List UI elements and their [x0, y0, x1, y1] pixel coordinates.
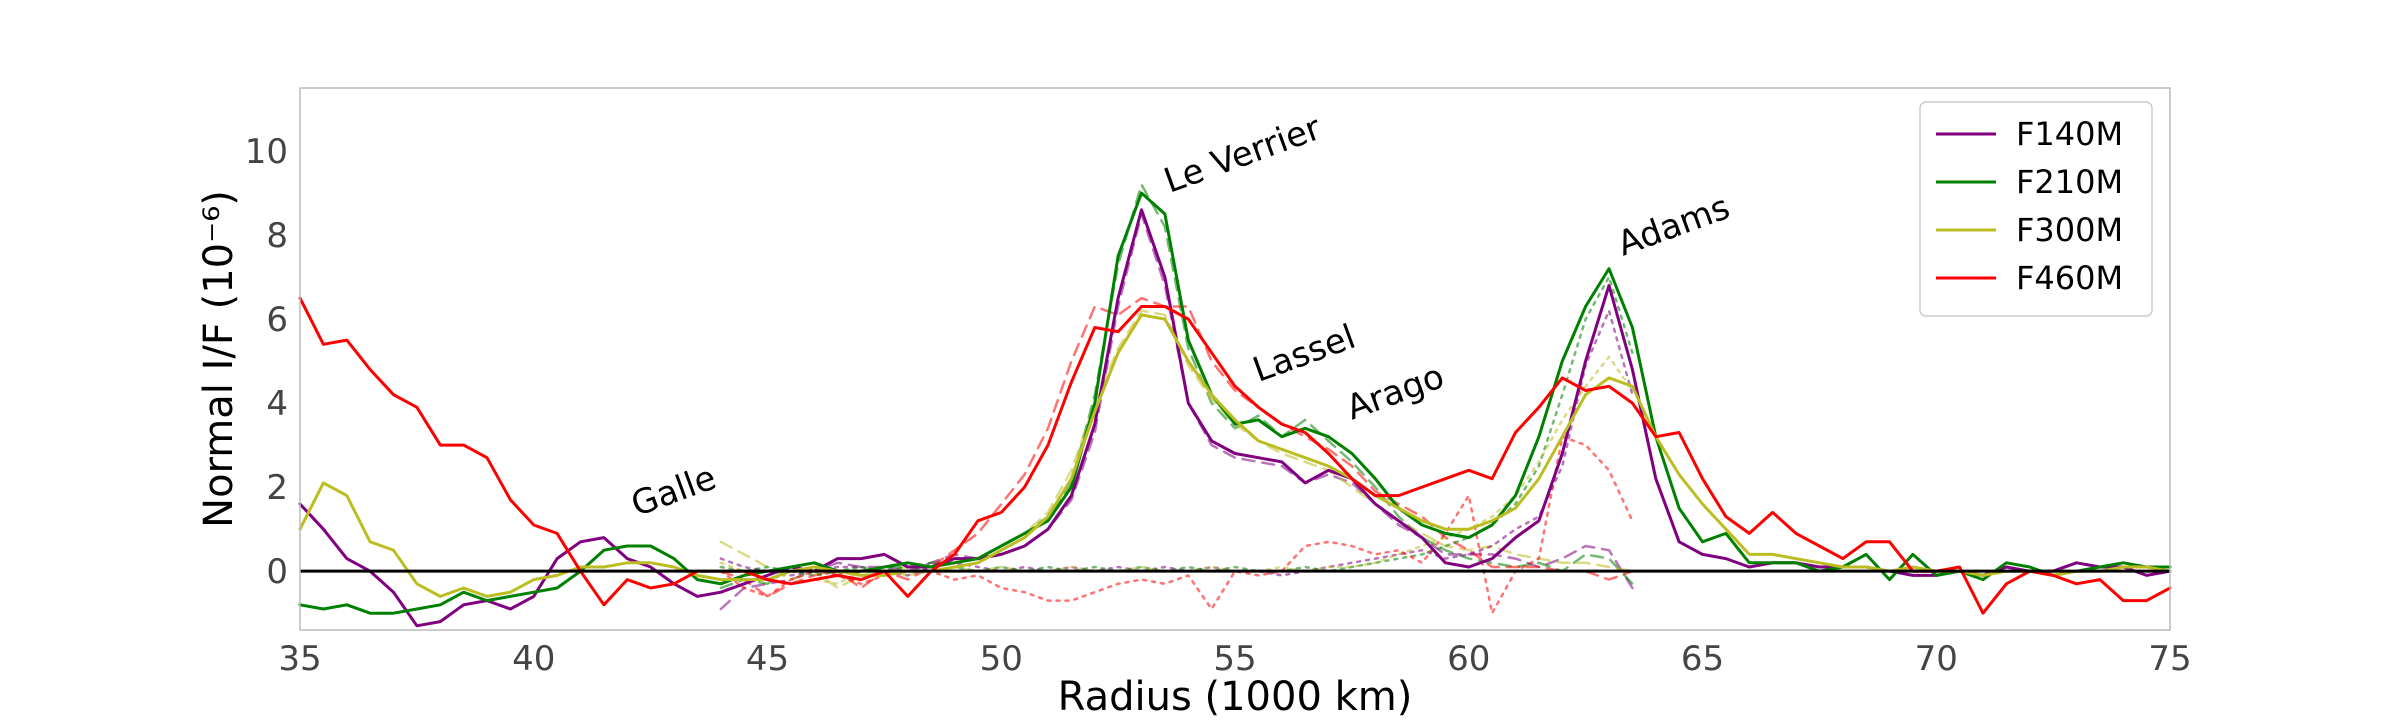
annotation-label: Lassel — [1248, 317, 1361, 391]
y-tick-label: 10 — [245, 132, 288, 172]
x-tick-label: 65 — [1681, 639, 1724, 679]
legend: F140M F210M F300M F460M — [1919, 101, 2153, 317]
series-line-dashed-6 — [719, 309, 1634, 590]
annotation-label: Adams — [1612, 187, 1735, 264]
series-line-dotted-9 — [719, 275, 1634, 577]
x-tick-label: 55 — [1213, 639, 1256, 679]
x-tick-label: 45 — [746, 639, 789, 679]
y-axis-label: Normal I/F (10⁻⁶) — [196, 190, 242, 528]
x-tick-label: 75 — [2148, 639, 2191, 679]
y-tick-label: 6 — [266, 300, 288, 340]
plot-frame — [299, 87, 2171, 631]
x-tick-label: 70 — [1915, 639, 1958, 679]
legend-label: F460M — [2016, 259, 2123, 297]
y-tick-label: 8 — [266, 216, 288, 256]
series-line-dashed-5 — [719, 183, 1634, 590]
legend-label: F300M — [2016, 211, 2123, 249]
x-tick-label: 35 — [278, 639, 321, 679]
legend-box — [1919, 101, 2153, 317]
series-line-f460m — [298, 296, 2172, 615]
legend-label: F140M — [2016, 115, 2123, 153]
series-line-f300m — [298, 313, 2172, 598]
y-tick-label: 0 — [266, 552, 288, 592]
x-axis-label: Radius (1000 km) — [1058, 674, 1413, 720]
series-lines — [298, 183, 2172, 628]
legend-items: F140M F210M F300M F460M — [1936, 115, 2123, 297]
x-tick-label: 40 — [512, 639, 555, 679]
x-tick-label: 50 — [980, 639, 1023, 679]
series-line-dashed-7 — [719, 296, 1634, 598]
series-line-f210m — [298, 191, 2172, 615]
y-tick-label: 4 — [266, 384, 288, 424]
y-tick-label: 2 — [266, 468, 288, 508]
legend-label: F210M — [2016, 163, 2123, 201]
annotation-label: Le Verrier — [1159, 108, 1326, 201]
axis-ticks: 35 40 45 50 55 60 65 70 75 0 2 4 6 8 10 — [245, 132, 2192, 679]
annotation-label: Arago — [1341, 356, 1449, 428]
annotation-label: Galle — [626, 458, 721, 525]
x-tick-label: 60 — [1447, 639, 1490, 679]
series-line-dotted-11 — [719, 435, 1634, 615]
